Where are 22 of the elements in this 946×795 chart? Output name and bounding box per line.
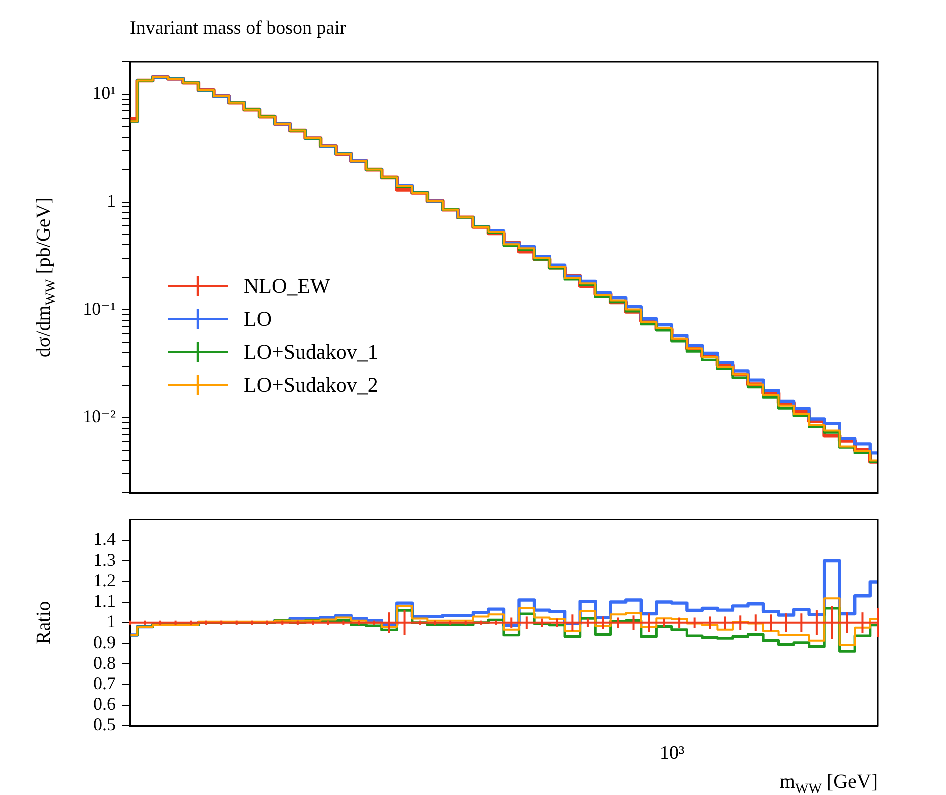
legend-label: LO <box>244 307 272 332</box>
y-tick-label: 10¹ <box>92 83 116 104</box>
legend-label: LO+Sudakov_1 <box>244 340 378 364</box>
y-tick-label: 0.8 <box>94 652 116 673</box>
y-tick-label: 0.9 <box>94 632 116 652</box>
y-tick-label: 1.3 <box>94 550 116 570</box>
y-tick-label: 1.4 <box>94 529 116 550</box>
y-axis-title: dσ/dmWW [pb/GeV] <box>33 198 59 358</box>
y-tick-label: 0.6 <box>94 694 116 714</box>
y-tick-label: 1.2 <box>94 570 116 590</box>
legend-label: NLO_EW <box>244 274 330 298</box>
y-tick-label: 1 <box>107 612 116 632</box>
text: 10³ <box>660 743 685 764</box>
chart-title: Invariant mass of boson pair <box>130 18 348 39</box>
y-tick-label: 1.1 <box>94 591 116 612</box>
y-tick-label: 10⁻² <box>83 406 116 427</box>
legend-label: LO+Sudakov_2 <box>244 373 378 398</box>
y-tick-label: 1 <box>107 190 116 211</box>
y-axis-title: Ratio <box>33 601 55 645</box>
y-tick-label: 10⁻¹ <box>83 298 116 319</box>
y-tick-label: 0.5 <box>94 714 116 735</box>
y-tick-label: 0.7 <box>94 673 116 694</box>
